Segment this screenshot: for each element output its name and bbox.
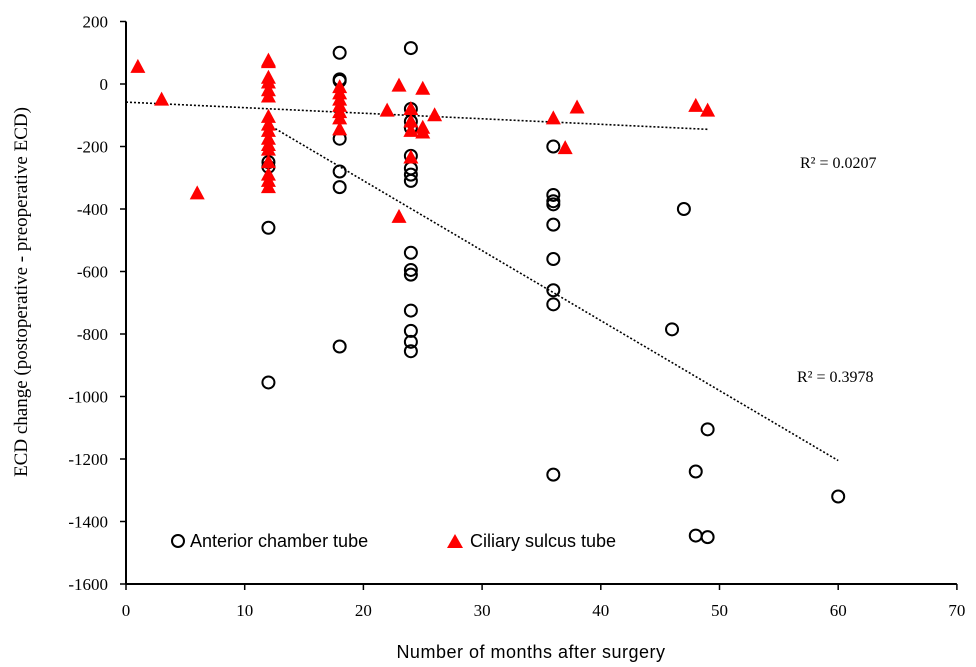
ciliary-sulcus-point: [415, 80, 431, 95]
anterior-chamber-point: [403, 344, 418, 359]
ciliary-sulcus-point: [415, 124, 431, 139]
ciliary-sulcus-point: [260, 154, 276, 169]
anterior-chamber-point: [546, 467, 561, 482]
ciliary-sulcus-point: [403, 149, 419, 164]
legend-ciliary-sulcus-marker: [447, 534, 463, 548]
r-squared-ciliary-sulcus: R² = 0.0207: [800, 155, 877, 172]
ciliary-sulcus-point: [130, 58, 146, 73]
anterior-chamber-point: [332, 45, 347, 60]
legend-anterior-chamber-marker: [171, 534, 185, 548]
anterior-chamber-point: [403, 173, 418, 188]
ciliary-sulcus-point: [403, 122, 419, 137]
anterior-chamber-point: [546, 187, 561, 202]
anterior-chamber-point: [546, 139, 561, 154]
anterior-chamber-point: [700, 530, 715, 545]
y-tick-label: -1000: [68, 388, 108, 407]
ciliary-sulcus-point: [332, 110, 348, 125]
anterior-chamber-point: [403, 262, 418, 277]
ciliary-sulcus-point: [189, 185, 205, 200]
legend-ciliary-sulcus-label: Ciliary sulcus tube: [470, 531, 616, 551]
ciliary-sulcus-point: [403, 113, 419, 128]
ciliary-sulcus-point: [379, 102, 395, 117]
legend-anterior-chamber-label: Anterior chamber tube: [190, 531, 368, 551]
anterior-chamber-point: [403, 303, 418, 318]
ciliary-sulcus-point: [332, 121, 348, 136]
ciliary-sulcus-point: [557, 140, 573, 155]
y-tick-label: -1400: [68, 513, 108, 532]
trendlines: [125, 101, 839, 462]
anterior-chamber-point: [688, 528, 703, 543]
ciliary-sulcus-point: [427, 107, 443, 122]
anterior-chamber-point: [403, 245, 418, 260]
ciliary-sulcus-point: [545, 110, 561, 125]
y-tick-label: 0: [100, 75, 109, 94]
y-tick-label: -1600: [68, 575, 108, 594]
ciliary-sulcus-point: [391, 77, 407, 92]
y-tick-label: -600: [77, 263, 108, 282]
ciliary-sulcus-point: [403, 101, 419, 115]
anterior-chamber-point: [332, 180, 347, 195]
x-tick-label: 40: [592, 601, 609, 620]
anterior-chamber-point: [403, 41, 418, 56]
ciliary-sulcus-point: [154, 91, 170, 106]
y-tick-label: -200: [77, 138, 108, 157]
anterior-chamber-point: [688, 464, 703, 479]
x-tick-label: 50: [711, 601, 728, 620]
trendline-anterior-chamber: [268, 123, 839, 462]
x-tick-label: 70: [948, 601, 965, 620]
y-tick-label: 200: [83, 13, 109, 32]
ciliary-sulcus-point: [260, 108, 276, 123]
anterior-chamber-point: [546, 252, 561, 266]
anterior-chamber-point: [665, 322, 680, 337]
x-tick-label: 10: [236, 601, 253, 620]
x-tick-label: 60: [830, 601, 847, 620]
legend: Anterior chamber tube Ciliary sulcus tub…: [171, 531, 616, 551]
x-tick-label: 0: [122, 601, 131, 620]
anterior-chamber-point: [332, 164, 347, 179]
trendline-ciliary-sulcus: [125, 101, 708, 131]
anterior-chamber-point: [546, 217, 561, 232]
anterior-chamber-point: [546, 283, 561, 298]
labels: R² = 0.3978 R² = 0.0207: [797, 155, 877, 386]
anterior-chamber-point: [261, 375, 276, 390]
anterior-chamber-point: [403, 323, 418, 338]
ciliary-sulcus-point: [700, 102, 716, 117]
axes: 2000-200-400-600-800-1000-1200-1400-1600…: [68, 13, 965, 621]
anterior-chamber-point: [676, 202, 691, 216]
x-tick-label: 30: [474, 601, 491, 620]
x-axis-title: Number of months after surgery: [396, 642, 665, 662]
ciliary-sulcus-point: [260, 54, 276, 69]
ciliary-sulcus-point: [260, 88, 276, 103]
anterior-chamber-point: [546, 297, 561, 312]
y-tick-label: -800: [77, 325, 108, 344]
ciliary-sulcus-point: [391, 208, 407, 223]
ciliary-sulcus-point: [569, 99, 585, 114]
y-axis-title: ECD change (postoperative - preoperative…: [11, 107, 32, 477]
anterior-chamber-point: [700, 422, 715, 437]
anterior-chamber-point: [403, 267, 418, 282]
anterior-chamber-point: [332, 339, 347, 354]
y-tick-label: -400: [77, 200, 108, 219]
anterior-chamber-point: [831, 489, 846, 504]
r-squared-anterior-chamber: R² = 0.3978: [797, 369, 874, 386]
ciliary-sulcus-point: [688, 97, 704, 112]
anterior-chamber-point: [403, 334, 418, 349]
anterior-chamber-point: [546, 197, 561, 212]
data-points: [130, 41, 846, 545]
y-tick-label: -1200: [68, 450, 108, 469]
anterior-chamber-point: [403, 167, 418, 182]
ciliary-sulcus-point: [260, 122, 276, 137]
x-tick-label: 20: [355, 601, 372, 620]
ciliary-sulcus-point: [260, 74, 276, 89]
ciliary-sulcus-point: [260, 141, 276, 156]
ciliary-sulcus-point: [260, 179, 276, 194]
anterior-chamber-point: [261, 220, 276, 235]
